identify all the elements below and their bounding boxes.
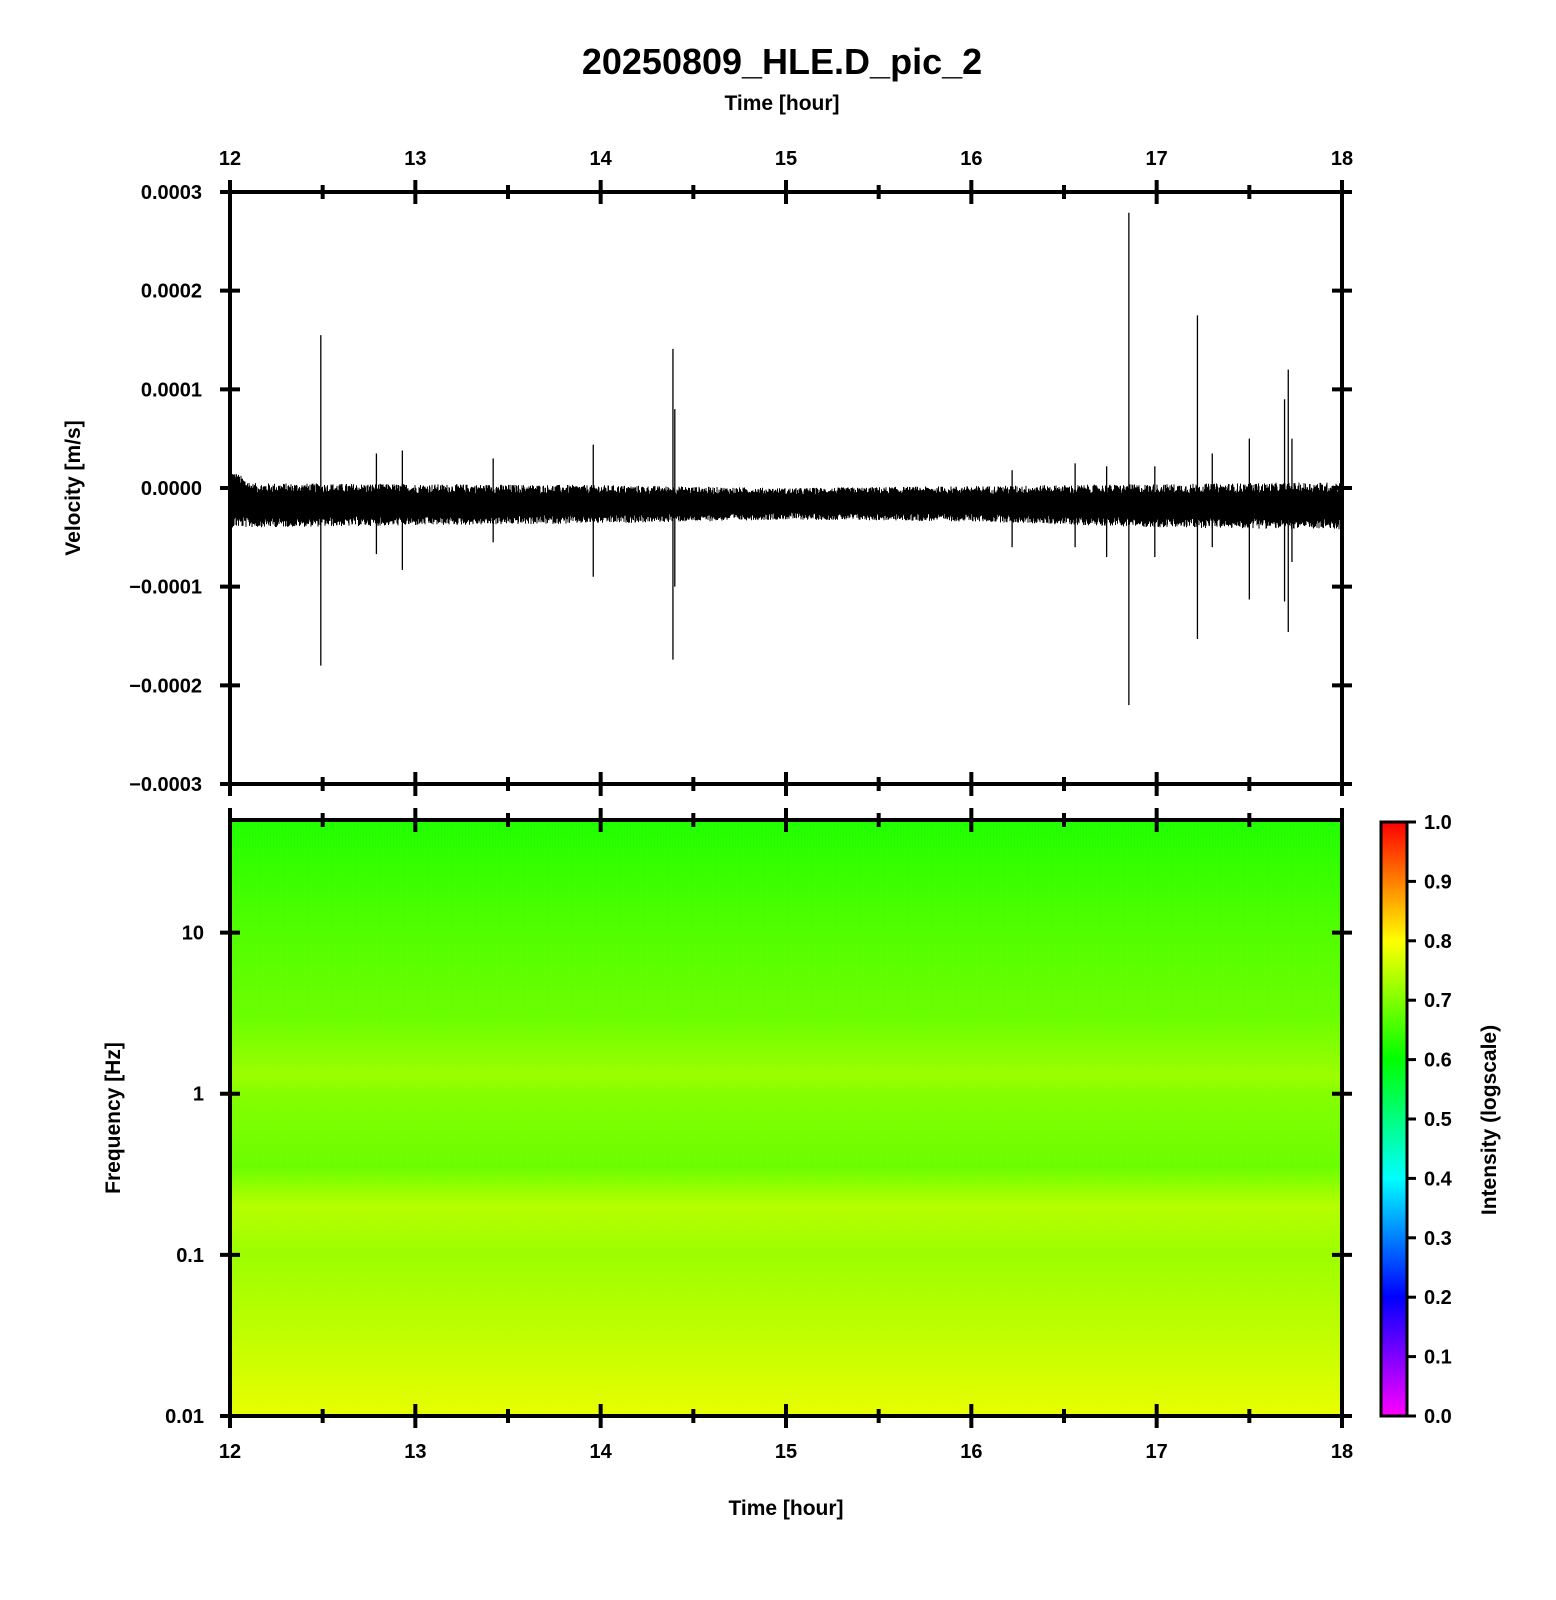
top-x-tick-label: 18 (1331, 148, 1353, 170)
colorbar-tick-label: 0.0 (1424, 1406, 1452, 1428)
spectrogram-texture (232, 822, 1338, 1414)
top-x-axis-label: Time [hour] (724, 92, 839, 115)
top-x-tick-label: 17 (1146, 148, 1168, 170)
velocity-axis-label: Velocity [m/s] (62, 420, 85, 555)
frequency-y-tick-labels: 10 1 0.1 0.01 (165, 923, 204, 1428)
top-x-tick-label: 14 (590, 148, 613, 170)
bottom-x-tick-label: 18 (1331, 1441, 1353, 1463)
velocity-tick-label: 0.0002 (141, 281, 202, 303)
velocity-tick-label: 0.0000 (141, 478, 202, 500)
colorbar-ticks: 0.0 0.1 0.2 0.3 0.4 0.5 0.6 0.7 0.8 0.9 1.0 (1407, 812, 1453, 1428)
velocity-trace (231, 212, 1341, 706)
top-x-tick-label: 12 (219, 148, 241, 170)
colorbar-tick-label: 0.5 (1424, 1109, 1452, 1131)
velocity-tick-label: −0.0001 (129, 577, 202, 599)
bottom-x-tick-labels: 12 13 14 15 16 17 18 (219, 1441, 1353, 1463)
colorbar-tick-label: 0.6 (1424, 1050, 1452, 1072)
spectrogram-image (232, 822, 1340, 1414)
frequency-tick-label: 0.1 (176, 1245, 204, 1267)
velocity-y-tick-labels: 0.0003 0.0002 0.0001 0.0000 −0.0001 −0.0002 −0… (129, 182, 202, 796)
bottom-x-tick-label: 17 (1146, 1441, 1168, 1463)
velocity-tick-label: −0.0003 (129, 774, 202, 796)
colorbar-tick-label: 0.7 (1424, 990, 1452, 1012)
frequency-tick-label: 0.01 (165, 1406, 204, 1428)
colorbar-tick-label: 0.9 (1424, 871, 1452, 893)
spectrogram-ticks (220, 808, 1352, 1428)
bottom-x-tick-label: 13 (404, 1441, 426, 1463)
colorbar-tick-label: 1.0 (1424, 812, 1452, 834)
colorbar-tick-label: 0.1 (1424, 1347, 1452, 1369)
bottom-x-axis-label: Time [hour] (728, 1497, 843, 1520)
top-x-tick-label: 13 (404, 148, 426, 170)
colorbar-tick-label: 0.8 (1424, 931, 1452, 953)
top-x-tick-label: 16 (960, 148, 982, 170)
bottom-x-tick-label: 15 (775, 1441, 797, 1463)
top-x-tick-label: 15 (775, 148, 797, 170)
velocity-tick-label: −0.0002 (129, 675, 202, 697)
frequency-tick-label: 10 (182, 923, 204, 945)
velocity-tick-label: 0.0001 (141, 379, 202, 401)
top-x-tick-labels: 12 13 14 15 16 17 18 (219, 148, 1353, 170)
waveform-ticks (220, 180, 1352, 796)
colorbar-gradient (1379, 820, 1409, 1418)
bottom-x-tick-label: 16 (960, 1441, 982, 1463)
chart-title: 20250809_HLE.D_pic_2 (582, 41, 982, 82)
velocity-tick-label: 0.0003 (141, 182, 202, 204)
colorbar-tick-label: 0.2 (1424, 1287, 1452, 1309)
bottom-x-tick-label: 14 (590, 1441, 613, 1463)
stripe-texture (232, 822, 1338, 1414)
bottom-x-tick-label: 12 (219, 1441, 241, 1463)
colorbar: 0.0 0.1 0.2 0.3 0.4 0.5 0.6 0.7 0.8 0.9 1.0 (1379, 812, 1453, 1428)
frequency-tick-label: 1 (193, 1084, 204, 1106)
colorbar-label: Intensity (logscale) (1478, 1025, 1501, 1215)
frequency-axis-label: Frequency [Hz] (102, 1042, 125, 1194)
spectrogram-panel (220, 808, 1352, 1428)
waveform-panel (220, 180, 1352, 796)
colorbar-tick-label: 0.4 (1424, 1168, 1453, 1190)
colorbar-tick-label: 0.3 (1424, 1228, 1452, 1250)
